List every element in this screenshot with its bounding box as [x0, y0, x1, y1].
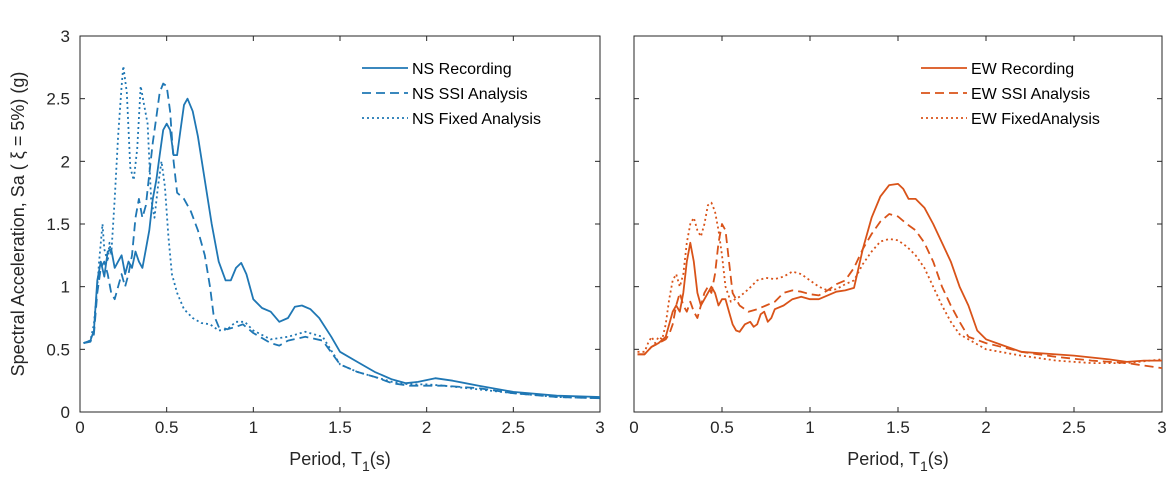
y-axis-label: Spectral Acceleration, Sa ( ξ = 5%) (g): [8, 72, 28, 377]
x-tick-label: 0: [75, 418, 84, 437]
x-tick-label: 2.5: [1062, 418, 1086, 437]
x-tick-label: 1: [249, 418, 258, 437]
x-tick-label: 1.5: [328, 418, 352, 437]
y-tick-label: 0.5: [46, 340, 70, 359]
series-line-dashed: [83, 82, 601, 400]
y-tick-label: 2: [61, 152, 70, 171]
series-line-dashed: [637, 213, 1163, 369]
series-line-solid: [637, 183, 1162, 363]
x-tick-label: 3: [1157, 418, 1166, 437]
y-tick-label: 2.5: [46, 90, 70, 109]
series-line-solid: [83, 97, 601, 398]
legend-entry: EW SSI Analysis: [971, 86, 1090, 103]
y-tick-label: 0: [61, 403, 70, 422]
x-axis-label: Period, T1(s): [289, 449, 391, 474]
x-tick-label: 0.5: [710, 418, 734, 437]
x-tick-label: 2: [981, 418, 990, 437]
y-tick-label: 1.5: [46, 215, 70, 234]
x-tick-label: 1: [805, 418, 814, 437]
x-tick-label: 0: [629, 418, 638, 437]
legend-entry: EW Recording: [971, 61, 1074, 78]
legend-entry: NS SSI Analysis: [412, 86, 528, 103]
ew-panel: 0 0.5 1 1.5 2 2.5 3 Period, T1(s) EW Recording EW…: [629, 35, 1167, 474]
series-line-dotted: [637, 201, 1163, 364]
y-tick-label: 1: [61, 278, 70, 297]
x-tick-label: 2.5: [502, 418, 526, 437]
y-tick-label: 3: [61, 27, 70, 46]
ns-panel: 0 0.5 1 1.5 2 2.5 3 0 0.5 1 1.5 2 2.5 3 Period, T1(s) S…: [8, 27, 605, 474]
x-axis-label: Period, T1(s): [847, 449, 949, 474]
legend-entry: NS Fixed Analysis: [412, 111, 541, 128]
legend-entry: EW FixedAnalysis: [971, 111, 1100, 128]
x-tick-label: 1.5: [886, 418, 910, 437]
x-tick-label: 3: [595, 418, 604, 437]
x-tick-label: 0.5: [155, 418, 179, 437]
x-tick-label: 2: [422, 418, 431, 437]
legend-entry: NS Recording: [412, 61, 512, 78]
